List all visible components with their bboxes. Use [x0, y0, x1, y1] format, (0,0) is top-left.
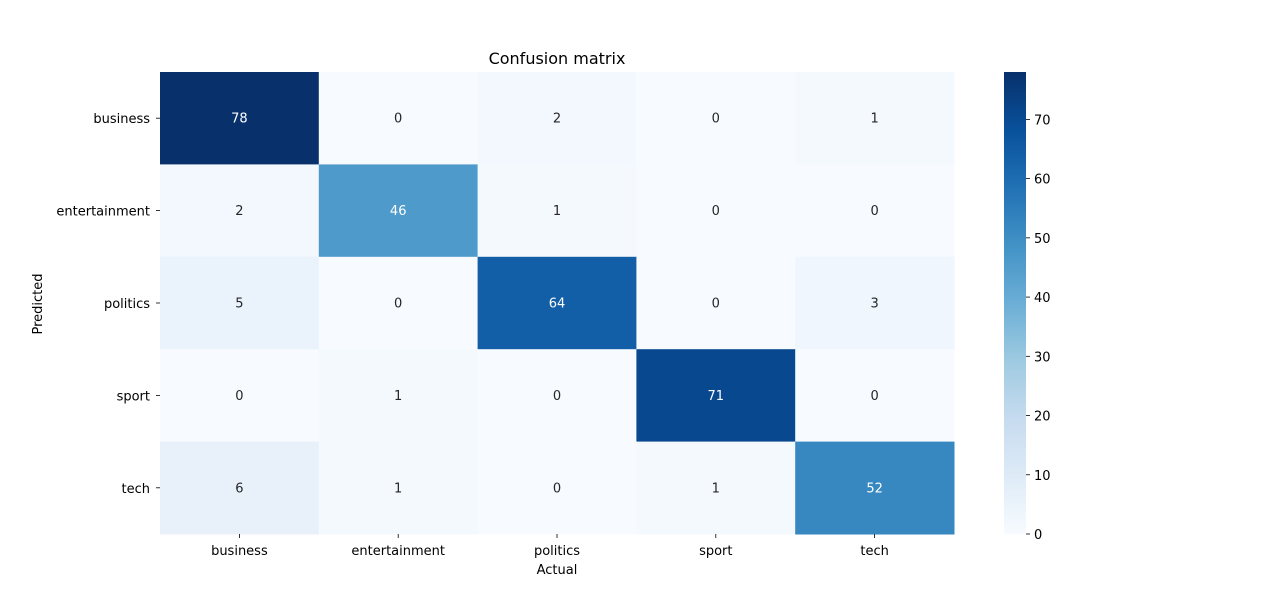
colorbar-tick-label: 30: [1034, 350, 1051, 365]
heatmap-cell: [636, 441, 796, 535]
cell-value-label: 0: [394, 297, 402, 312]
heatmap-cell: [636, 256, 796, 350]
heatmap-cell: [160, 441, 320, 535]
y-tick-label: entertainment: [56, 205, 150, 220]
cell-value-label: 0: [870, 389, 878, 404]
cell-value-label: 0: [712, 297, 720, 312]
heatmap-cell: [318, 349, 479, 443]
heatmap-cell: [795, 441, 955, 535]
cell-value-label: 1: [712, 481, 720, 496]
y-axis-label: Predicted: [31, 273, 46, 334]
colorbar-tick-label: 20: [1034, 410, 1051, 425]
cell-value-label: 71: [708, 389, 725, 404]
heatmap-cell: [160, 72, 320, 165]
cell-value-label: 1: [394, 481, 402, 496]
cell-value-label: 2: [553, 112, 561, 127]
cell-value-label: 0: [235, 389, 243, 404]
y-axis-ticks: business entertainment politics sport tech: [56, 112, 160, 497]
cell-value-label: 0: [712, 204, 720, 219]
cell-value-label: 46: [390, 204, 407, 219]
colorbar-gradient: [1004, 72, 1026, 534]
cell-value-label: 64: [549, 297, 566, 312]
x-tick-label: sport: [699, 544, 732, 559]
heatmap-cell: [795, 349, 955, 443]
colorbar-tick-label: 40: [1034, 291, 1051, 306]
y-tick-label: sport: [117, 389, 150, 404]
heatmap-cell: [795, 164, 955, 258]
cell-value-label: 0: [712, 112, 720, 127]
heatmap-cell: [160, 164, 320, 258]
colorbar-tick-label: 10: [1034, 469, 1051, 484]
x-axis-ticks: business entertainment politics sport tech: [211, 534, 889, 559]
cell-value-label: 0: [553, 481, 561, 496]
cell-value-label: 0: [870, 204, 878, 219]
heatmap-cell: [477, 441, 637, 535]
colorbar-tick-label: 70: [1034, 113, 1051, 128]
colorbar-tick-label: 50: [1034, 232, 1051, 247]
colorbar: 0 10 20 30 40 50 60 70: [1004, 72, 1051, 543]
heatmap-cell: [318, 72, 479, 165]
cell-value-label: 1: [553, 204, 561, 219]
heatmap-cell: [795, 72, 955, 165]
colorbar-tick-label: 60: [1034, 173, 1051, 188]
heatmap-cell: [636, 164, 796, 258]
y-tick-label: business: [93, 112, 150, 127]
heatmap-cell: [636, 349, 796, 443]
x-tick-label: entertainment: [351, 544, 445, 559]
cell-value-label: 2: [235, 204, 243, 219]
heatmap-cell: [160, 256, 320, 350]
y-tick-label: politics: [104, 297, 150, 312]
x-tick-label: business: [211, 544, 268, 559]
cell-value-label: 0: [394, 112, 402, 127]
cell-value-label: 3: [870, 297, 878, 312]
heatmap-cells: 78 0 2 0 1 2 46 1 0 0 5 0 64 0 3 0 1 0 71 0 6 1 0 1 52: [160, 72, 955, 535]
x-tick-label: politics: [534, 544, 580, 559]
x-axis-label: Actual: [537, 563, 578, 578]
cell-value-label: 1: [870, 112, 878, 127]
heatmap-cell: [477, 164, 637, 258]
heatmap-cell: [477, 349, 637, 443]
cell-value-label: 78: [231, 112, 248, 127]
cell-value-label: 52: [866, 481, 883, 496]
cell-value-label: 6: [235, 481, 243, 496]
heatmap-cell: [160, 349, 320, 443]
heatmap-cell: [477, 256, 637, 350]
heatmap-cell: [477, 72, 637, 165]
chart-title: Confusion matrix: [489, 49, 626, 68]
colorbar-tick-label: 0: [1034, 528, 1042, 543]
heatmap-cell: [795, 256, 955, 350]
heatmap-cell: [636, 72, 796, 165]
cell-value-label: 1: [394, 389, 402, 404]
heatmap-cell: [318, 256, 479, 350]
heatmap-cell: [318, 441, 479, 535]
x-tick-label: tech: [860, 544, 888, 559]
cell-value-label: 5: [235, 297, 243, 312]
cell-value-label: 0: [553, 389, 561, 404]
heatmap-cell: [318, 164, 479, 258]
y-tick-label: tech: [122, 482, 150, 497]
